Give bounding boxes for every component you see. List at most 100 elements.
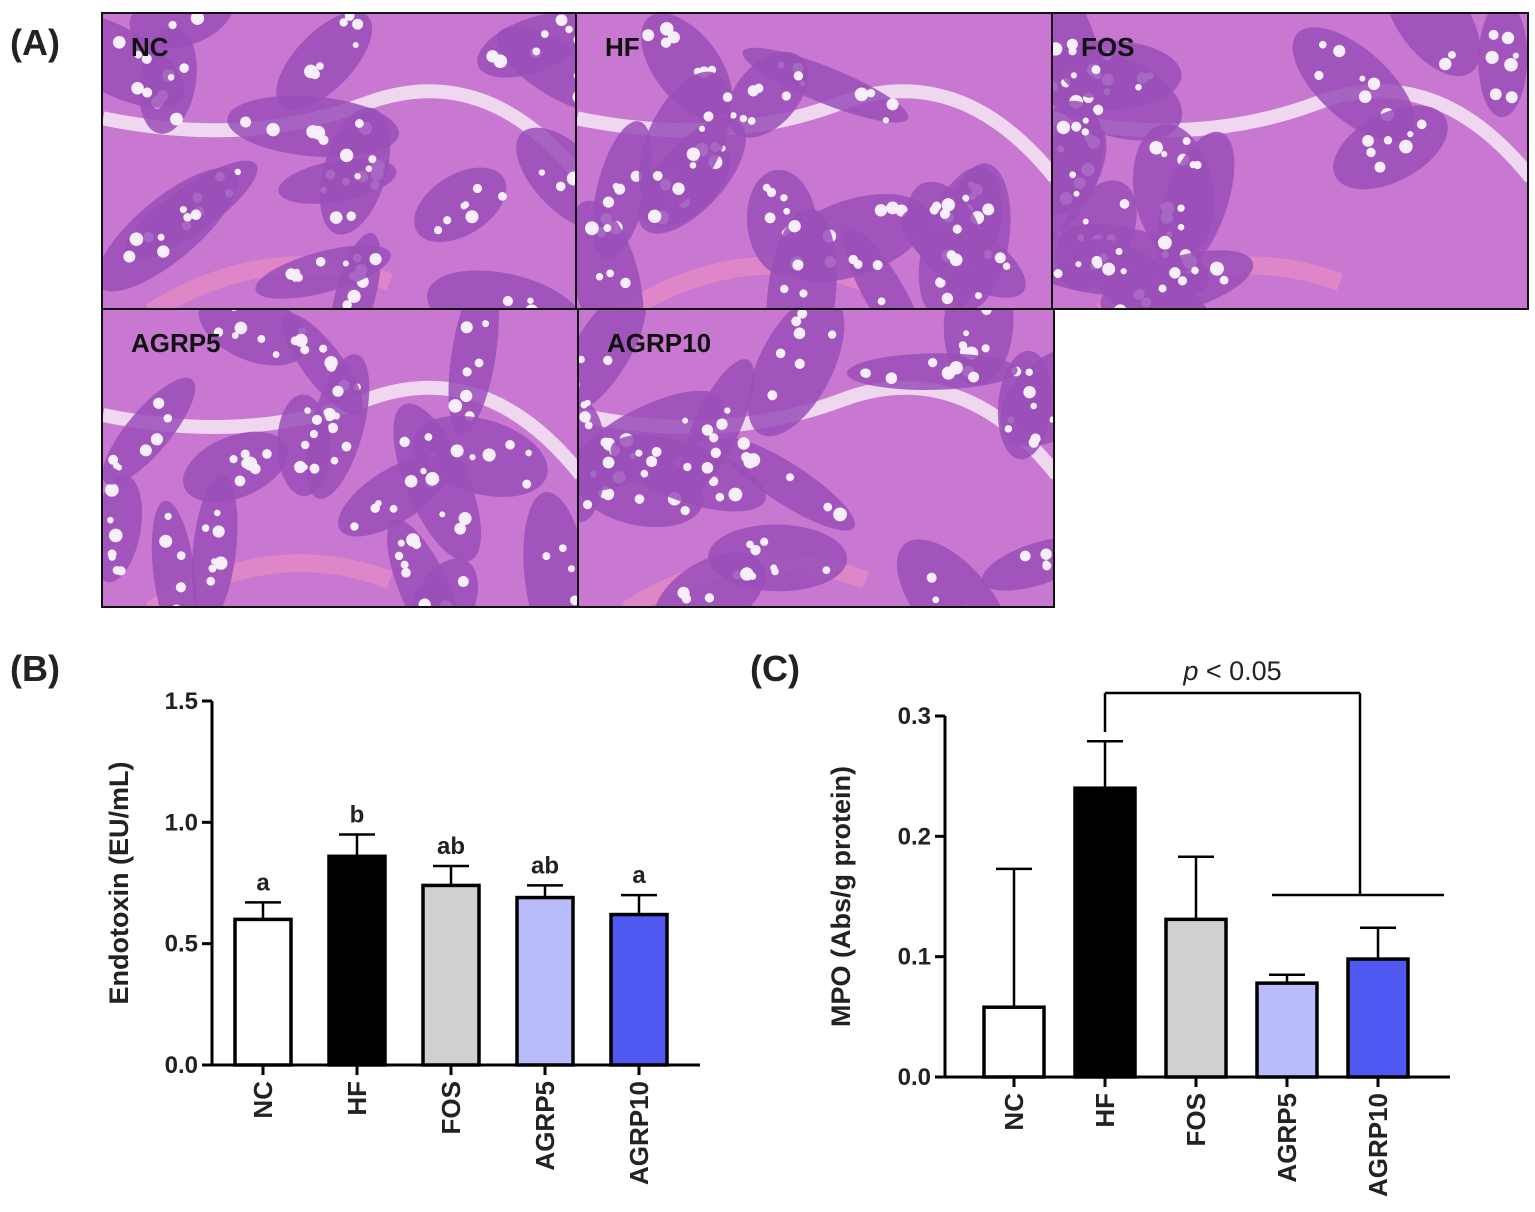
goblet-cell	[968, 371, 980, 383]
goblet-cell	[190, 14, 205, 25]
goblet-cell	[1069, 171, 1077, 179]
goblet-cell	[722, 92, 733, 102]
goblet-cell	[981, 344, 990, 353]
goblet-cell	[179, 63, 189, 73]
goblet-cell	[354, 173, 361, 180]
goblet-cell	[175, 582, 187, 593]
goblet-cell	[460, 321, 473, 334]
goblet-cell	[433, 226, 443, 235]
crypt	[516, 127, 577, 232]
goblet-cell	[651, 446, 662, 457]
goblet-cell	[753, 83, 764, 93]
goblet-cell	[1182, 137, 1191, 146]
goblet-cell	[579, 411, 591, 423]
goblet-cell	[214, 556, 228, 570]
bar-agrp5	[1255, 981, 1319, 1079]
goblet-cell	[190, 209, 202, 221]
goblet-cell	[1049, 416, 1053, 423]
goblet-cell	[458, 511, 472, 525]
goblet-cell	[397, 539, 405, 547]
goblet-cell	[885, 372, 898, 385]
goblet-cell	[352, 42, 359, 49]
goblet-cell	[1448, 51, 1456, 59]
x-tick-label: AGRP5	[530, 1081, 560, 1171]
x-tick-label: NC	[248, 1081, 278, 1119]
crypt	[523, 491, 577, 606]
crypt	[747, 310, 845, 437]
goblet-cell	[1114, 304, 1127, 308]
crypt	[847, 353, 1018, 390]
goblet-cell	[532, 47, 541, 56]
goblet-cell	[1002, 262, 1011, 270]
goblet-cell	[672, 182, 685, 195]
bar-agrp5	[515, 895, 575, 1067]
goblet-cell	[482, 448, 496, 462]
goblet-cell	[469, 454, 476, 461]
goblet-cell	[443, 216, 452, 225]
tile-label-hf: HF	[605, 32, 640, 62]
goblet-cell	[525, 449, 532, 457]
bar-agrp10	[609, 912, 669, 1067]
crypt	[577, 200, 644, 308]
crypt-wall	[1383, 14, 1481, 77]
goblet-cell	[153, 397, 165, 409]
tissue-texture	[103, 310, 577, 606]
goblet-cell	[708, 476, 719, 487]
goblet-cell	[319, 344, 328, 353]
goblet-cell	[799, 289, 808, 298]
goblet-cell	[505, 440, 515, 450]
goblet-cell	[1158, 284, 1167, 293]
goblet-cell	[370, 503, 380, 513]
goblet-cell	[704, 593, 715, 603]
goblet-cell	[1040, 548, 1052, 560]
goblet-cell	[164, 512, 172, 520]
goblet-cell	[339, 18, 348, 27]
goblet-cell	[739, 114, 748, 123]
crypt	[338, 455, 451, 537]
goblet-cell	[231, 332, 239, 339]
goblet-cell	[952, 224, 962, 234]
crypt-wall	[255, 245, 391, 299]
goblet-cell	[558, 544, 567, 553]
crypt-wall	[191, 474, 238, 606]
goblet-cell	[150, 433, 164, 446]
crypt-wall	[1053, 14, 1103, 98]
goblet-cell	[962, 194, 970, 202]
goblet-cell	[1115, 247, 1123, 255]
goblet-cell	[131, 81, 144, 95]
goblet-cell	[448, 399, 463, 413]
goblet-cell	[646, 455, 658, 468]
crypt	[579, 310, 647, 414]
goblet-cell	[234, 475, 246, 487]
crypt-wall	[523, 491, 577, 606]
crypt-wall	[843, 228, 926, 308]
crypt	[198, 310, 309, 366]
crypt	[997, 350, 1052, 460]
goblet-cell	[309, 463, 320, 474]
goblet-cell	[538, 169, 546, 176]
goblet-cell	[794, 358, 805, 369]
goblet-cell	[229, 455, 238, 464]
goblet-cell	[116, 566, 126, 576]
goblet-cell	[418, 598, 431, 606]
y-tick-label: 0.2	[898, 823, 931, 850]
crypt	[1333, 105, 1448, 190]
goblet-cell	[439, 511, 446, 518]
goblet-cell	[652, 170, 663, 181]
goblet-cell	[766, 187, 777, 198]
goblet-cell	[262, 449, 272, 459]
goblet-cell	[1091, 65, 1101, 75]
goblet-cell	[400, 560, 409, 569]
goblet-cell	[1177, 204, 1185, 212]
goblet-cell	[330, 456, 339, 465]
goblet-cell	[249, 463, 261, 475]
goblet-cell	[928, 357, 938, 368]
goblet-cell	[1081, 128, 1089, 136]
mpo-bar-chart: 0.0 0.1 0.2 0.3 MPO (Abs/g protein) NC HF FOS AG…	[826, 656, 1450, 1197]
lumen-streak	[103, 84, 577, 183]
goblet-cell	[399, 436, 410, 448]
goblet-cell	[1023, 385, 1036, 399]
crypt	[103, 14, 185, 108]
goblet-cell	[472, 183, 483, 194]
crypt	[653, 552, 766, 606]
